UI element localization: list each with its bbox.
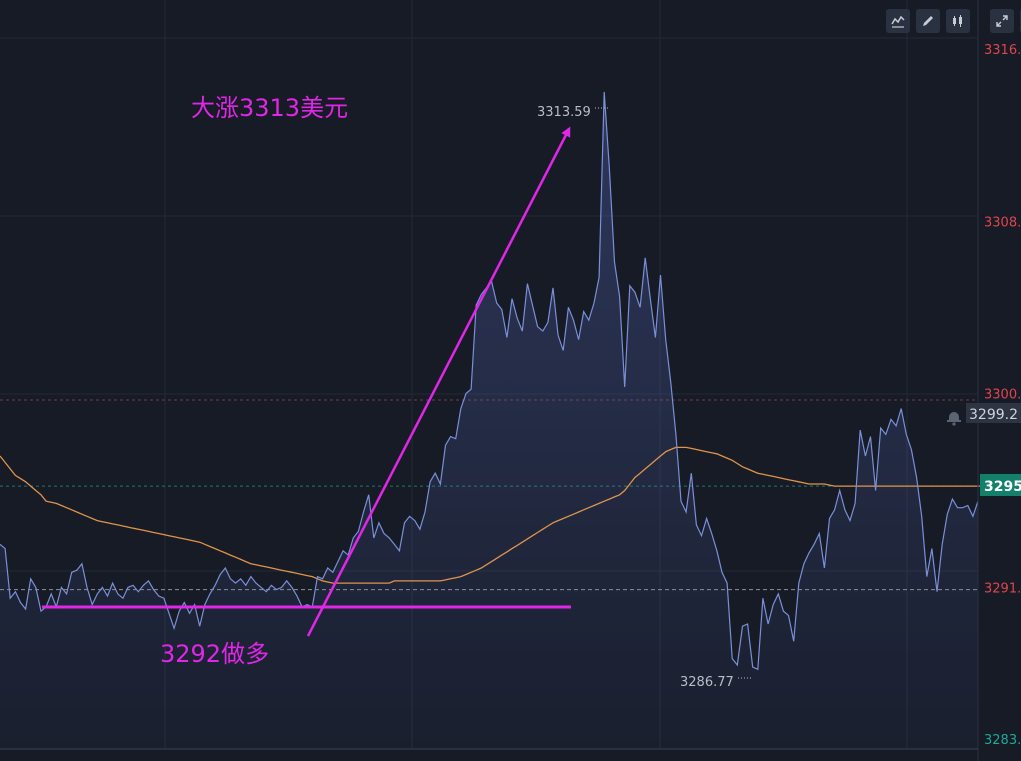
y-axis-ticks: 3316. 3308. 3300. 3291. 3283. bbox=[984, 43, 1021, 748]
long-annotation: 3292做多 bbox=[160, 640, 269, 668]
line-chart-icon[interactable] bbox=[886, 9, 910, 33]
y-tick-label: 3300. bbox=[984, 388, 1021, 403]
y-tick-label: 3283. bbox=[984, 733, 1021, 748]
y-tick-label: 3308. bbox=[984, 215, 1021, 230]
y-tick-label: 3316. bbox=[984, 43, 1021, 58]
low-label: 3286.77 bbox=[680, 675, 734, 690]
draw-pen-icon[interactable] bbox=[916, 9, 940, 33]
reference-price-label: 3295. bbox=[984, 479, 1021, 495]
y-tick-label: 3291. bbox=[984, 582, 1021, 597]
fullscreen-icon[interactable] bbox=[990, 9, 1014, 33]
current-price-badge: 3299.2 bbox=[966, 403, 1021, 423]
chart-toolbar bbox=[886, 9, 1021, 33]
candlestick-icon[interactable] bbox=[946, 9, 970, 33]
rise-arrow bbox=[306, 126, 571, 637]
moving-average-line bbox=[0, 446, 1021, 584]
current-price-label: 3299.2 bbox=[969, 407, 1018, 423]
reference-price-badge: 3295. bbox=[980, 474, 1021, 496]
rise-annotation: 大涨3313美元 bbox=[191, 94, 348, 122]
price-area bbox=[0, 91, 978, 749]
alarm-bell-icon[interactable] bbox=[947, 412, 961, 426]
high-label: 3313.59 bbox=[537, 105, 591, 120]
